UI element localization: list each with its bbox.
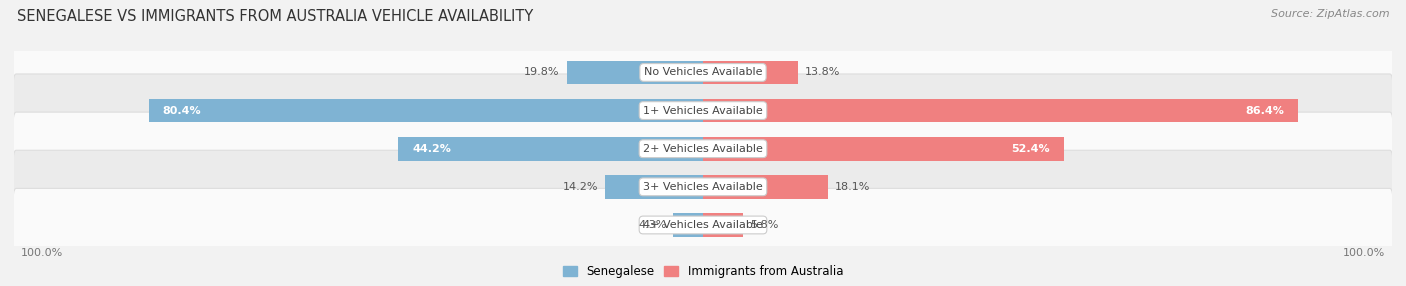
FancyBboxPatch shape [13,74,1393,147]
Bar [398,137,703,160]
Text: 1+ Vehicles Available: 1+ Vehicles Available [643,106,763,116]
Text: 44.2%: 44.2% [412,144,451,154]
Text: 5.8%: 5.8% [749,220,779,230]
Bar [703,61,799,84]
FancyBboxPatch shape [13,112,1393,185]
Bar [567,61,703,84]
FancyBboxPatch shape [13,188,1393,262]
Bar [703,175,828,199]
Bar [703,137,1064,160]
Text: 14.2%: 14.2% [562,182,599,192]
Text: Source: ZipAtlas.com: Source: ZipAtlas.com [1271,9,1389,19]
Text: 86.4%: 86.4% [1246,106,1285,116]
Text: 3+ Vehicles Available: 3+ Vehicles Available [643,182,763,192]
Text: No Vehicles Available: No Vehicles Available [644,67,762,78]
Text: 19.8%: 19.8% [524,67,560,78]
Bar [605,175,703,199]
Bar [703,213,742,237]
Text: SENEGALESE VS IMMIGRANTS FROM AUSTRALIA VEHICLE AVAILABILITY: SENEGALESE VS IMMIGRANTS FROM AUSTRALIA … [17,9,533,23]
Text: 80.4%: 80.4% [163,106,201,116]
Text: 52.4%: 52.4% [1011,144,1050,154]
FancyBboxPatch shape [13,36,1393,109]
Bar [149,99,703,122]
Bar [703,99,1298,122]
Text: 18.1%: 18.1% [835,182,870,192]
Text: 13.8%: 13.8% [806,67,841,78]
Bar [673,213,703,237]
FancyBboxPatch shape [13,150,1393,223]
Text: 4.3%: 4.3% [638,220,666,230]
Text: 2+ Vehicles Available: 2+ Vehicles Available [643,144,763,154]
Text: 100.0%: 100.0% [21,248,63,258]
Text: 100.0%: 100.0% [1343,248,1385,258]
Legend: Senegalese, Immigrants from Australia: Senegalese, Immigrants from Australia [558,260,848,283]
Text: 4+ Vehicles Available: 4+ Vehicles Available [643,220,763,230]
